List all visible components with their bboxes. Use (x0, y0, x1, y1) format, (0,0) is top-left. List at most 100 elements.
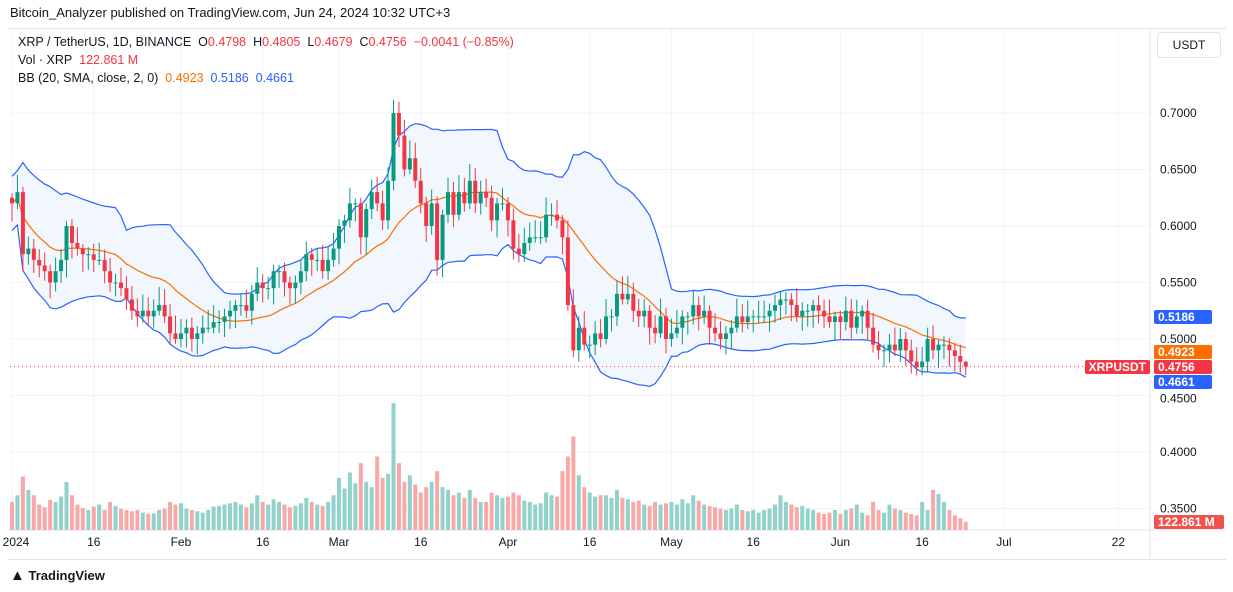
volume-bar (816, 512, 821, 530)
candle-body (353, 203, 358, 205)
candle-body (429, 203, 434, 226)
candle-body (544, 214, 549, 238)
candle-body (337, 226, 341, 249)
candle-body (440, 214, 445, 260)
volume-bar (931, 489, 936, 530)
volume-bar (495, 495, 500, 530)
candle-body (696, 305, 701, 317)
candle-body (598, 333, 603, 339)
candle-body (576, 327, 581, 351)
candle-body (217, 322, 222, 324)
open-label: O (198, 35, 208, 49)
candle-body (31, 248, 36, 260)
high-label: H (253, 35, 263, 49)
x-tick-label: 16 (915, 535, 929, 549)
volume-bar (685, 503, 690, 530)
candle-body (898, 339, 903, 351)
candle-body (800, 310, 805, 317)
volume-bar (565, 456, 570, 530)
volume-bar (843, 509, 848, 530)
candle-body (849, 310, 854, 328)
candle-body (892, 344, 897, 351)
volume-bar (484, 501, 489, 530)
volume-bar (756, 512, 761, 530)
candle-body (119, 282, 123, 289)
bb-upper-tag: 0.5186 (1154, 310, 1212, 324)
volume-bar (952, 515, 957, 530)
volume-bar (189, 509, 194, 530)
candle-body (157, 305, 162, 311)
candle-body (266, 288, 271, 290)
bb-basis-line (11, 191, 966, 349)
candle-body (418, 180, 423, 204)
candle-body (435, 203, 440, 260)
volume-bar (222, 504, 227, 530)
volume-bar (396, 463, 401, 530)
candle-body (59, 259, 64, 272)
volume-bar (456, 492, 461, 530)
volume-bar (647, 505, 652, 530)
candle-body (64, 226, 69, 260)
volume-bar (429, 481, 434, 530)
volume-bar (620, 497, 625, 530)
candle-body (26, 248, 31, 255)
candle-body (386, 180, 391, 221)
y-tick-label: 0.4000 (1160, 445, 1197, 459)
symbol-title[interactable]: XRP / TetherUS, 1D, BINANCE (18, 35, 192, 49)
candle-body (549, 214, 554, 216)
volume-bar (178, 503, 183, 530)
candle-body (664, 316, 668, 339)
x-tick-label: Apr (499, 535, 518, 549)
x-tick-label: May (660, 535, 683, 549)
candle-body (255, 282, 260, 294)
volume-bar (832, 509, 837, 530)
bb-lower-tag: 0.4661 (1154, 375, 1212, 389)
bb-upper-value: 0.5186 (210, 71, 249, 85)
volume-bar (440, 487, 445, 530)
volume-bar (315, 504, 320, 530)
volume-bar (31, 495, 36, 530)
candle-body (304, 254, 309, 272)
volume-bar (129, 511, 134, 530)
candle-body (947, 344, 952, 351)
bb-basis-value: 0.4923 (165, 71, 204, 85)
candle-body (625, 293, 630, 300)
volume-bar (380, 477, 385, 530)
volume-value: 122.861 M (79, 53, 139, 67)
bb-label[interactable]: BB (20, SMA, close, 2, 0) (18, 71, 159, 85)
candle-body (484, 192, 489, 198)
volume-bar (702, 504, 707, 530)
y-tick-label: 0.3500 (1160, 502, 1197, 516)
change-value: −0.0041 (−0.85%) (413, 35, 514, 49)
candle-body (685, 316, 690, 318)
volume-bar (211, 506, 216, 530)
volume-bar (451, 495, 456, 530)
bb-basis-tag: 0.4923 (1154, 345, 1212, 359)
volume-bar (740, 509, 745, 530)
x-tick-label: Jul (996, 535, 1011, 549)
currency-button[interactable]: USDT (1157, 32, 1221, 58)
candle-body (478, 192, 483, 204)
candle-body (555, 214, 559, 221)
volume-bar (892, 508, 897, 530)
y-tick-label: 0.5000 (1160, 332, 1197, 346)
candle-body (228, 310, 232, 317)
last-price-tag: 0.4756 (1154, 360, 1212, 374)
volume-bar (925, 509, 930, 530)
candle-body (860, 310, 865, 317)
volume-bar (102, 509, 107, 530)
candle-body (636, 310, 641, 317)
volume-bar (91, 506, 96, 530)
volume-bar (418, 492, 423, 530)
candle-body (249, 293, 254, 311)
volume-bar (963, 521, 968, 530)
high-value: 0.4805 (262, 35, 301, 49)
volume-label[interactable]: Vol · XRP (18, 53, 73, 67)
candle-body (369, 192, 374, 210)
volume-bar (745, 511, 750, 530)
candle-body (20, 192, 25, 255)
candle-body (48, 271, 53, 283)
volume-bar (369, 487, 374, 530)
volume-bar (86, 509, 91, 530)
